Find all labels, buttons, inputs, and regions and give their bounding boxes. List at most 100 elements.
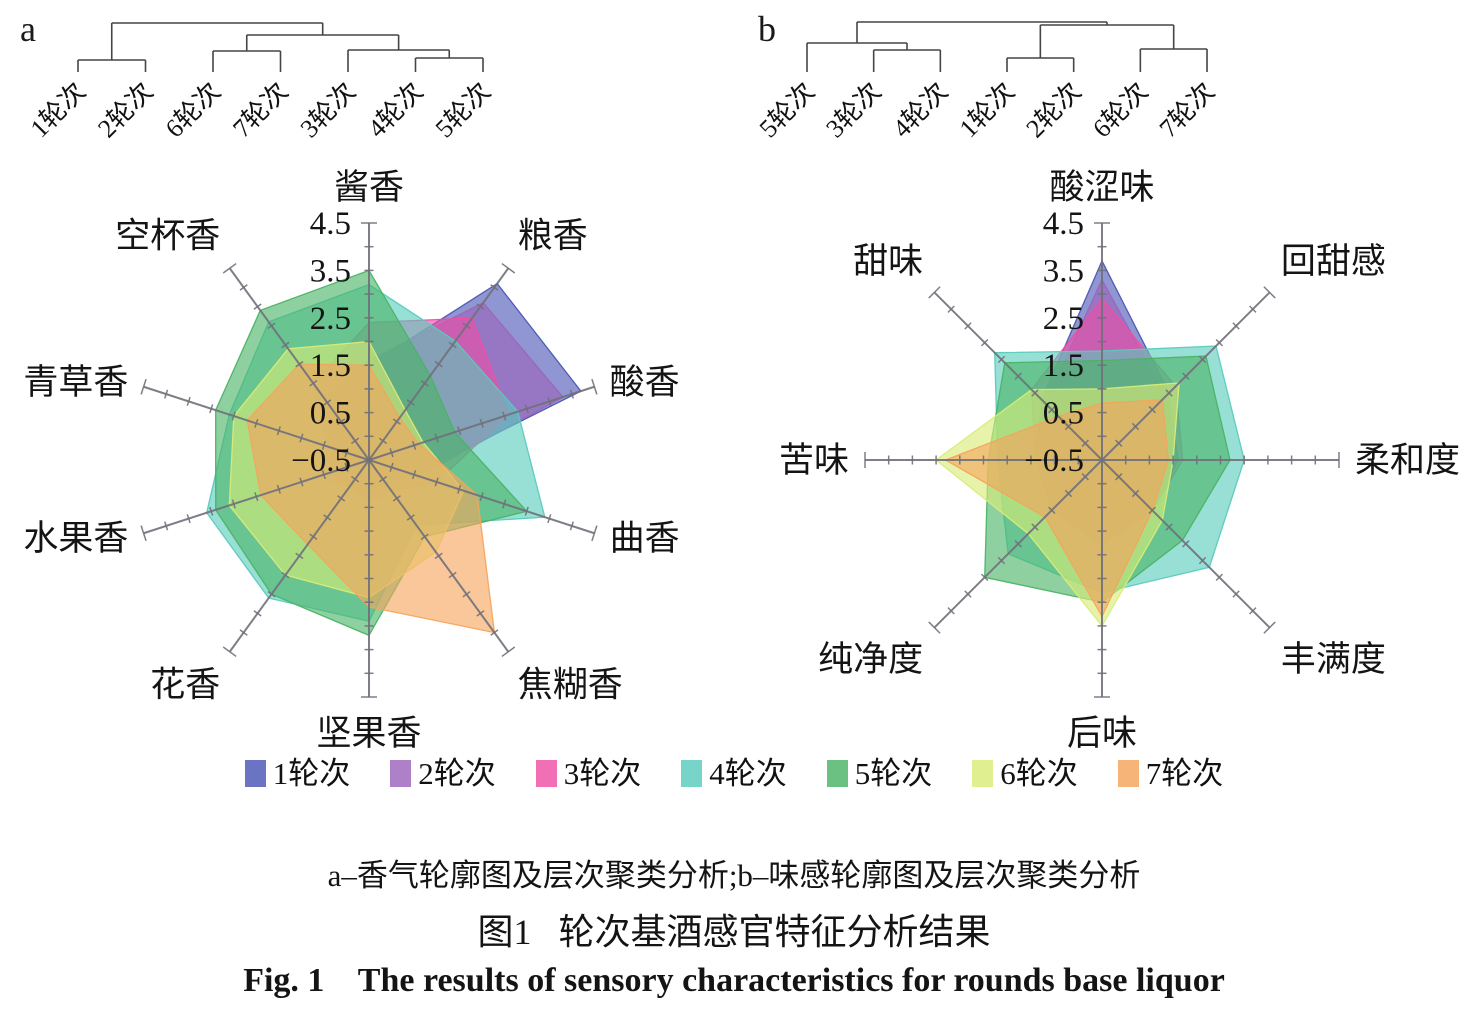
radar-axis-tick (980, 338, 989, 347)
radar-scale-label: 4.5 (310, 206, 351, 242)
radar-axis-label: 柔和度 (1355, 441, 1460, 480)
radar-axis-tick (222, 262, 237, 274)
legend-label: 7轮次 (1145, 755, 1224, 791)
radar-axis-tick (239, 284, 248, 291)
legend-label: 1轮次 (272, 755, 351, 791)
radar-axis-tick (501, 646, 516, 658)
radar-axis-label: 空杯香 (115, 216, 220, 255)
radar-axis-tick (1081, 439, 1089, 447)
legend: 1轮次 2轮次 3轮次 4轮次 5轮次 6轮次 7轮次 (0, 752, 1468, 794)
radar-axis-tick (222, 646, 237, 658)
radar-axis-tick (1249, 305, 1257, 313)
dendrogram-leaf-label: 4轮次 (362, 77, 428, 143)
radar-axis-tick (209, 506, 214, 516)
radar-axis-tick (321, 440, 327, 450)
radar-axis-tick (321, 470, 327, 480)
radar-axis-tick (392, 495, 401, 502)
caption-subtitle: a–香气轮廓图及层次聚类分析;b–味感轮廓图及层次聚类分析 (327, 858, 1141, 893)
radar-scale-label: 4.5 (1043, 206, 1084, 242)
legend-item-1轮次: 1轮次 (244, 755, 351, 791)
radar-axis-label: 纯净度 (818, 640, 923, 679)
radar-axis-tick (502, 411, 507, 421)
radar-axis-label: 曲香 (610, 519, 680, 558)
radar-axis-tick (1131, 422, 1140, 431)
legend-swatch-icon (390, 759, 412, 787)
radar-axis-tick (1165, 389, 1173, 397)
dendrogram-leaf-label: 3轮次 (820, 77, 886, 143)
radar-axis-tick (392, 418, 401, 425)
radar-axis-tick (1198, 355, 1207, 364)
dendrogram-panel-a: 1轮次 2轮次 6轮次 7轮次 3轮次 4轮次 5轮次 (25, 22, 496, 143)
radar-axis-tick (434, 477, 439, 487)
radar-scale-label: −0.5 (291, 443, 351, 479)
radar-axis-tick (323, 514, 332, 521)
radar-axis-tick (980, 573, 989, 582)
radar-axis-label: 酸涩味 (1049, 168, 1154, 207)
dendrogram-leaf-label: 3轮次 (295, 77, 361, 143)
radar-axis-tick (350, 475, 360, 483)
radar-axis-tick (457, 426, 462, 436)
radar-axis-tick (299, 477, 304, 487)
legend-item-4轮次: 4轮次 (681, 758, 787, 789)
radar-axis-label: 苦味 (779, 441, 849, 480)
radar-axis-tick (276, 484, 281, 494)
radar-axis-tick (389, 448, 394, 458)
radar-axis-tick (448, 571, 457, 579)
dendrogram-leaf-label: 2轮次 (1020, 77, 1086, 143)
radar-axis-tick (209, 404, 214, 414)
legend-item-3轮次: 3轮次 (535, 758, 641, 789)
radar-axis-tick (1263, 621, 1276, 634)
radar-axis-tick (457, 484, 462, 494)
radar-axis-tick (267, 590, 276, 598)
radar-axis-label: 焦糊香 (518, 666, 623, 705)
radar-axis-label: 水果香 (23, 519, 128, 558)
radar-axis-tick (420, 533, 429, 540)
radar-axis-tick (1148, 506, 1156, 514)
radar-axis-tick (947, 305, 955, 313)
radar-axis-tick (140, 378, 147, 395)
dendrogram-panel-b: 5轮次 3轮次 4轮次 1轮次 2轮次 6轮次 7轮次 (754, 21, 1220, 143)
radar-axis-tick (344, 448, 349, 458)
radar-axis-tick (490, 629, 499, 636)
radar-axis-tick (378, 475, 388, 483)
radar-axis-tick (591, 378, 598, 395)
radar-axis-label: 回甜感 (1281, 242, 1386, 281)
radar-axis-tick (1263, 286, 1276, 299)
radar-axis-tick (1031, 389, 1039, 397)
legend-label: 4轮次 (709, 755, 787, 791)
radar-axis-tick (254, 492, 259, 502)
radar-axis-tick (186, 514, 191, 524)
radar-axis-tick (1014, 372, 1022, 380)
radar-axis-tick (267, 322, 276, 330)
radar-axis-label: 后味 (1067, 714, 1137, 753)
dendrogram-leaf-label: 6轮次 (160, 77, 226, 143)
radar-scale-label: 2.5 (310, 301, 351, 337)
legend-swatch-icon (535, 759, 557, 787)
legend-item-7轮次: 7轮次 (1117, 755, 1224, 791)
dendrogram-leaf-label: 5轮次 (754, 77, 820, 143)
radar-axis-tick (253, 610, 262, 617)
radar-axis-tick (1232, 322, 1240, 330)
radar-axis-label: 甜味 (853, 242, 923, 281)
radar-axis-tick (299, 433, 304, 443)
radar-axis-tick (997, 556, 1006, 565)
dendrogram-leaf-label: 1轮次 (25, 77, 91, 143)
radar-axis-tick (476, 610, 485, 617)
radar-axis-tick (406, 514, 415, 521)
radar-axis-tick (254, 418, 259, 428)
radar-axis-tick (947, 607, 955, 615)
radar-axis-tick (1182, 372, 1190, 380)
radar-axis-tick (1215, 573, 1224, 582)
dendrogram-leaf-label: 2轮次 (92, 77, 158, 143)
radar-axis-tick (1064, 489, 1073, 498)
radar-axis-tick (964, 322, 972, 330)
legend-swatch-icon (244, 759, 266, 787)
radar-scale-label: 1.5 (310, 348, 351, 384)
radar-axis-tick (502, 499, 507, 509)
radar-axis-tick (411, 440, 417, 450)
legend-swatch-icon (972, 759, 994, 787)
legend-item-5轮次: 5轮次 (826, 758, 932, 789)
